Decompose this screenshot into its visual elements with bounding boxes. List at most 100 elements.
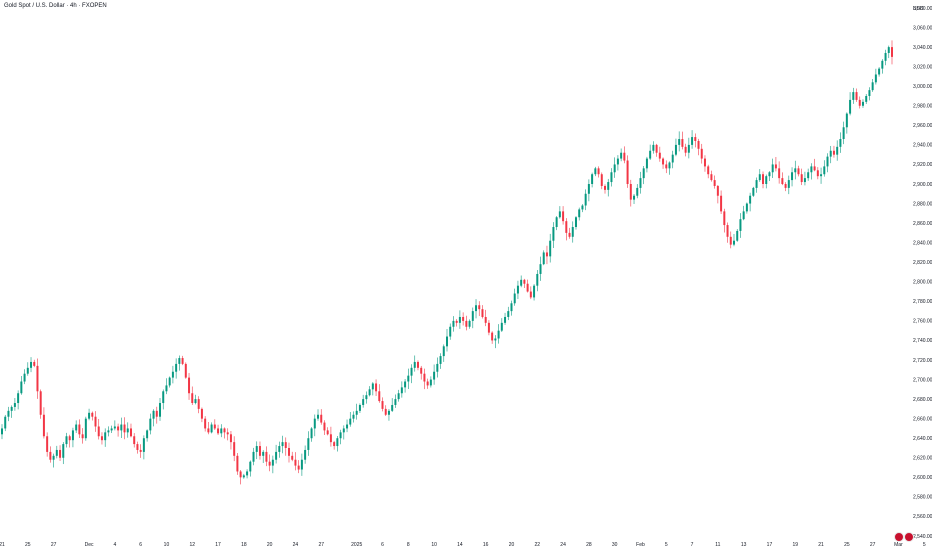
candle-body bbox=[339, 432, 342, 439]
candle-body bbox=[891, 47, 893, 57]
price-tick-label: 2,700.00 bbox=[913, 377, 932, 383]
candle-body bbox=[217, 428, 220, 434]
candle-body bbox=[562, 211, 565, 222]
candle-body bbox=[71, 430, 74, 441]
candle-body bbox=[413, 361, 416, 368]
candle-body bbox=[639, 178, 642, 188]
time-tick-label: 27 bbox=[318, 542, 324, 548]
candle-body bbox=[700, 148, 703, 159]
flag-uk-icon-1 bbox=[894, 532, 904, 542]
price-tick-label: 2,760.00 bbox=[913, 319, 932, 325]
candle-body bbox=[658, 152, 661, 159]
candle-body bbox=[668, 162, 671, 169]
candle-body bbox=[674, 144, 677, 155]
candle-body bbox=[662, 158, 665, 165]
candle-body bbox=[429, 379, 432, 386]
candle-body bbox=[732, 240, 735, 245]
candle-body bbox=[239, 471, 242, 478]
price-tick-label: 3,040.00 bbox=[913, 45, 932, 51]
candle-body bbox=[275, 451, 278, 460]
candle-body bbox=[839, 139, 842, 147]
candle-body bbox=[716, 185, 719, 196]
candle-body bbox=[500, 322, 503, 331]
price-tick-label: 2,840.00 bbox=[913, 240, 932, 246]
candle-body bbox=[878, 68, 881, 75]
time-tick-label: 13 bbox=[741, 542, 747, 548]
candle-body bbox=[394, 399, 397, 405]
candle-body bbox=[136, 444, 139, 450]
candle-body bbox=[249, 461, 252, 472]
candle-body bbox=[165, 385, 168, 392]
candle-body bbox=[523, 279, 526, 284]
candle-body bbox=[426, 381, 429, 386]
candle-body bbox=[607, 182, 610, 190]
candle-body bbox=[749, 195, 752, 204]
candle-body bbox=[384, 408, 387, 415]
price-tick-label: 2,960.00 bbox=[913, 123, 932, 129]
candle-body bbox=[455, 320, 458, 323]
candle-body bbox=[149, 418, 152, 431]
candle-body bbox=[742, 211, 745, 220]
candle-body bbox=[597, 168, 600, 175]
candle-body bbox=[297, 465, 300, 470]
currency-label: USD bbox=[913, 6, 924, 12]
candle-body bbox=[358, 404, 361, 411]
candle-body bbox=[236, 455, 239, 472]
candle-body bbox=[881, 60, 884, 69]
candle-body bbox=[81, 434, 84, 439]
candle-body bbox=[468, 320, 471, 327]
candle-body bbox=[159, 403, 162, 417]
candle-body bbox=[378, 391, 381, 402]
candle-body bbox=[278, 446, 281, 452]
price-tick-label: 3,060.00 bbox=[913, 25, 932, 31]
time-tick-label: Mar bbox=[894, 542, 903, 548]
candle-body bbox=[494, 338, 497, 341]
time-tick-label: 14 bbox=[457, 542, 463, 548]
candle-body bbox=[487, 322, 490, 333]
price-tick-label: 2,640.00 bbox=[913, 436, 932, 442]
candle-body bbox=[778, 168, 781, 179]
time-tick-label: 6 bbox=[139, 542, 142, 548]
time-tick-label: 12 bbox=[189, 542, 195, 548]
candle-body bbox=[549, 240, 552, 257]
candle-body bbox=[736, 230, 739, 241]
candle-body bbox=[649, 150, 652, 159]
candle-body bbox=[729, 236, 732, 245]
candle-body bbox=[304, 449, 307, 460]
candle-body bbox=[184, 363, 187, 378]
price-tick-label: 2,560.00 bbox=[913, 514, 932, 520]
candle-body bbox=[407, 375, 410, 382]
candle-body bbox=[291, 455, 294, 460]
candle-body bbox=[803, 178, 806, 183]
candle-body bbox=[326, 430, 329, 435]
candle-body bbox=[329, 434, 332, 443]
candle-body bbox=[820, 174, 823, 177]
candle-body bbox=[317, 414, 320, 419]
candle-body bbox=[758, 174, 761, 181]
candle-body bbox=[313, 418, 316, 429]
candle-body bbox=[1, 428, 3, 435]
candle-body bbox=[555, 217, 558, 228]
candle-body bbox=[691, 137, 694, 145]
time-tick-label: 7 bbox=[691, 542, 694, 548]
candle-body bbox=[842, 127, 845, 140]
candle-body bbox=[387, 410, 390, 415]
candle-body bbox=[100, 436, 103, 441]
candle-body bbox=[594, 168, 597, 175]
candle-body bbox=[178, 358, 181, 364]
candle-body bbox=[26, 367, 29, 374]
candle-body bbox=[807, 172, 810, 179]
candle-body bbox=[626, 160, 629, 184]
price-axis[interactable]: 2,540.00 2,560.00 2,580.00 2,600.00 2,620.00… bbox=[913, 6, 932, 540]
time-tick-label: 5 bbox=[923, 542, 926, 548]
candle-body bbox=[542, 252, 545, 265]
time-tick-label: 21 bbox=[818, 542, 824, 548]
candle-body bbox=[578, 209, 581, 218]
candle-body bbox=[175, 363, 178, 372]
candle-body bbox=[223, 428, 226, 433]
candle-body bbox=[826, 156, 829, 167]
time-tick-label: Dec bbox=[85, 542, 94, 548]
candle-body bbox=[710, 174, 713, 181]
time-axis[interactable]: 21 25 27 Dec 4 6 10 12 17 18 20 24 27 2025 6 8 10 14 16 20 2… bbox=[0, 542, 932, 548]
